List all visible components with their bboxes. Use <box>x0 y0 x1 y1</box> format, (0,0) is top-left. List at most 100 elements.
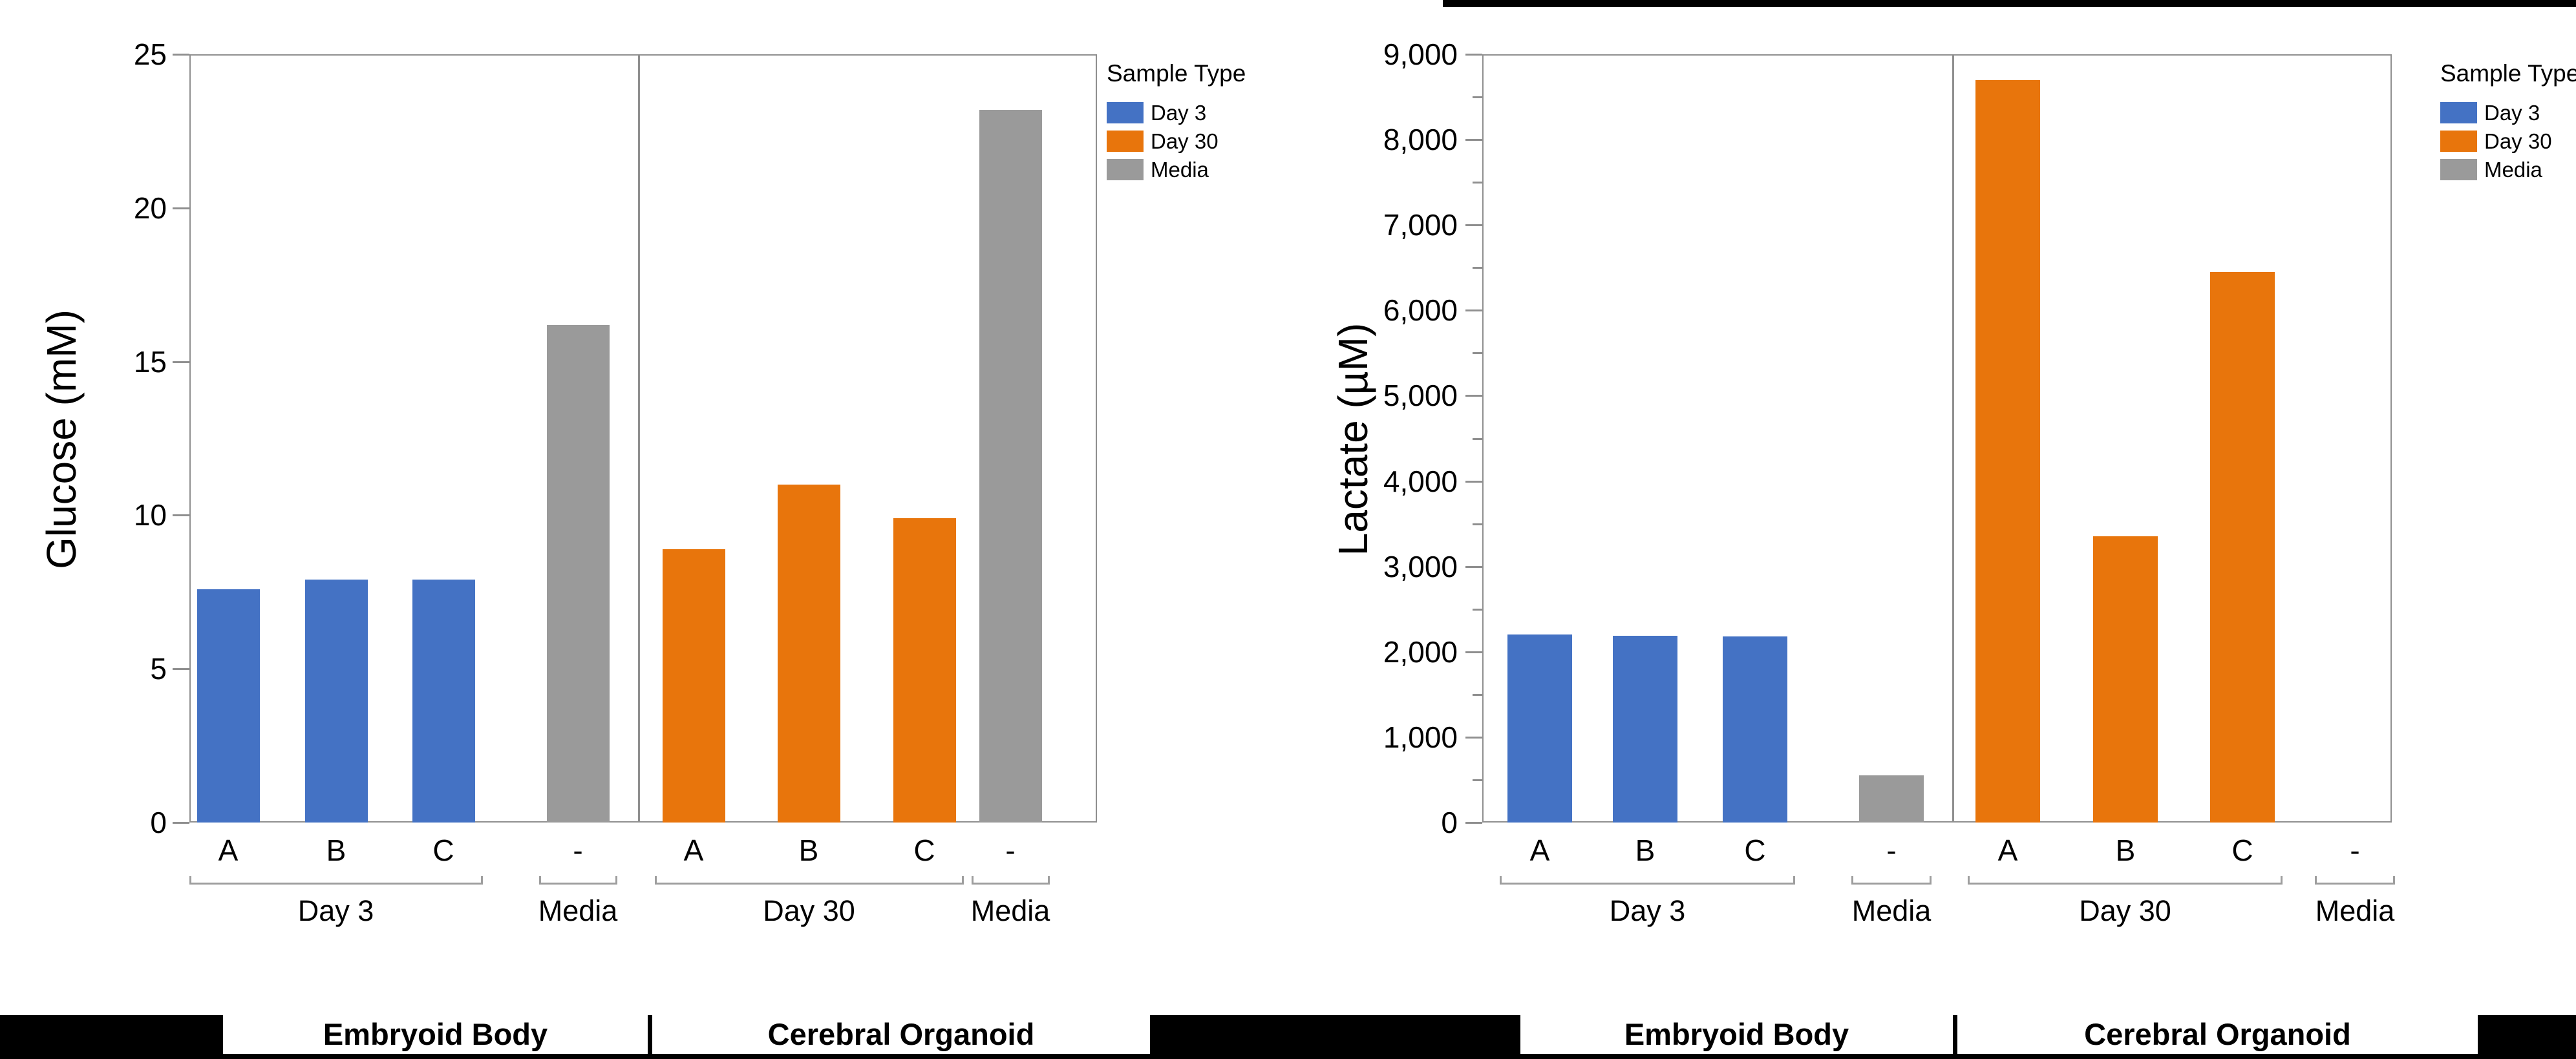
y-axis-tick-label: 9,000 <box>1383 37 1458 71</box>
y-axis-tick <box>1465 395 1482 397</box>
top-crop-black-bar <box>1443 0 2576 7</box>
y-axis-minor-tick <box>1473 352 1482 355</box>
panel-divider <box>638 54 640 823</box>
legend-label-day-3: Day 3 <box>1151 101 1207 125</box>
y-axis-tick-label: 0 <box>150 806 167 839</box>
bar-cerebral-organoid-b <box>777 485 840 823</box>
group-bracket-media <box>1851 876 1932 885</box>
bar-embryoid-body-b <box>304 580 368 823</box>
x-tick-label-a: A <box>218 834 239 867</box>
x-tick-label-c: C <box>913 834 935 867</box>
y-axis-tick-label: 5,000 <box>1383 379 1458 413</box>
group-label-day-3: Day 3 <box>297 894 374 927</box>
y-axis-tick-label: 2,000 <box>1383 634 1458 669</box>
group-bracket-media <box>2315 876 2395 885</box>
legend-swatch-day-30 <box>2440 131 2477 152</box>
legend-title: Sample Type <box>2440 60 2576 87</box>
legend-swatch-day-30 <box>1107 131 1144 152</box>
y-axis-tick <box>1465 651 1482 653</box>
y-axis-tick-label: 7,000 <box>1383 208 1458 242</box>
y-axis-tick <box>1465 309 1482 312</box>
y-axis-tick-label: 25 <box>133 37 167 71</box>
group-label-media: Media <box>970 894 1050 927</box>
group-bracket-day-3 <box>1500 876 1795 885</box>
group-bracket-media <box>971 876 1050 885</box>
y-axis-tick-label: 1,000 <box>1383 720 1458 754</box>
panel-footer-label-embryoid-body: Embryoid Body <box>223 1015 648 1054</box>
legend-title: Sample Type <box>1107 60 1246 87</box>
y-axis-tick-label: 4,000 <box>1383 464 1458 498</box>
y-axis-minor-tick <box>1473 693 1482 696</box>
y-axis-minor-tick <box>1473 267 1482 269</box>
y-axis-tick-label: 10 <box>133 498 167 532</box>
x-tick-label-b: B <box>2115 834 2136 867</box>
panel-footer-label-cerebral-organoid: Cerebral Organoid <box>652 1015 1150 1054</box>
y-axis-tick <box>1465 736 1482 739</box>
legend-swatch-media <box>1107 159 1144 180</box>
x-tick-label-c: C <box>432 834 454 867</box>
x-tick-label-dash: - <box>1886 834 1897 867</box>
panel-footer-label-embryoid-body: Embryoid Body <box>1520 1015 1953 1054</box>
y-axis-tick <box>173 668 189 671</box>
bar-cerebral-organoid-b <box>2093 536 2158 823</box>
y-axis-tick <box>1465 54 1482 56</box>
y-axis-tick <box>1465 224 1482 227</box>
y-axis-tick-label: 15 <box>133 344 167 379</box>
bar-embryoid-body-c <box>412 580 475 823</box>
group-bracket-day-3 <box>189 876 483 885</box>
legend-label-day-30: Day 30 <box>2484 129 2552 153</box>
x-tick-label-dash: - <box>573 834 583 867</box>
y-axis-tick <box>1465 480 1482 483</box>
y-axis-title: Glucose (mM) <box>38 309 85 569</box>
legend-label-day-30: Day 30 <box>1151 129 1219 153</box>
bar-embryoid-body-c <box>1723 636 1787 823</box>
y-axis-tick-label: 3,000 <box>1383 549 1458 583</box>
x-tick-label-c: C <box>1744 834 1766 867</box>
x-tick-label-dash: - <box>2350 834 2360 867</box>
bar-cerebral-organoid-dash <box>979 110 1042 823</box>
bar-embryoid-body-b <box>1613 636 1677 823</box>
y-axis-minor-tick <box>1473 779 1482 781</box>
legend-swatch-day-3 <box>1107 102 1144 123</box>
y-axis-tick-label: 5 <box>150 652 167 686</box>
panel-footer-label-cerebral-organoid: Cerebral Organoid <box>1957 1015 2478 1054</box>
group-label-day-3: Day 3 <box>1609 894 1686 927</box>
x-tick-label-dash: - <box>1005 834 1016 867</box>
y-axis-tick-label: 20 <box>133 191 167 225</box>
y-axis-tick <box>173 54 189 56</box>
bar-cerebral-organoid-c <box>2210 272 2275 823</box>
y-axis-tick <box>173 207 189 209</box>
x-tick-label-b: B <box>1635 834 1655 867</box>
y-axis-tick <box>173 822 189 824</box>
x-tick-label-a: A <box>683 834 704 867</box>
legend-label-media: Media <box>2484 158 2542 182</box>
y-axis-minor-tick <box>1473 96 1482 99</box>
y-axis-tick <box>1465 565 1482 568</box>
group-bracket-day-30 <box>654 876 964 885</box>
y-axis-minor-tick <box>1473 437 1482 440</box>
group-bracket-media <box>538 876 617 885</box>
y-axis-title: Lactate (µM) <box>1330 322 1376 556</box>
x-tick-label-a: A <box>1997 834 2018 867</box>
y-axis-minor-tick <box>1473 523 1482 525</box>
x-tick-label-c: C <box>2231 834 2253 867</box>
x-tick-label-b: B <box>798 834 819 867</box>
group-label-media: Media <box>1851 894 1932 927</box>
legend-label-day-3: Day 3 <box>2484 101 2540 125</box>
y-axis-tick-label: 8,000 <box>1383 123 1458 157</box>
x-tick-label-b: B <box>326 834 346 867</box>
bar-cerebral-organoid-a <box>662 549 725 823</box>
legend-swatch-media <box>2440 159 2477 180</box>
y-axis-tick-label: 0 <box>1441 806 1458 839</box>
x-tick-label-a: A <box>1529 834 1550 867</box>
bar-cerebral-organoid-c <box>893 518 956 823</box>
bar-embryoid-body-a <box>197 589 260 823</box>
y-axis-minor-tick <box>1473 608 1482 611</box>
panel-divider <box>1952 54 1954 823</box>
legend-label-media: Media <box>1151 158 1209 182</box>
legend-swatch-day-3 <box>2440 102 2477 123</box>
y-axis-tick <box>173 514 189 517</box>
group-label-day-30: Day 30 <box>763 894 855 927</box>
bar-cerebral-organoid-a <box>1975 80 2040 823</box>
